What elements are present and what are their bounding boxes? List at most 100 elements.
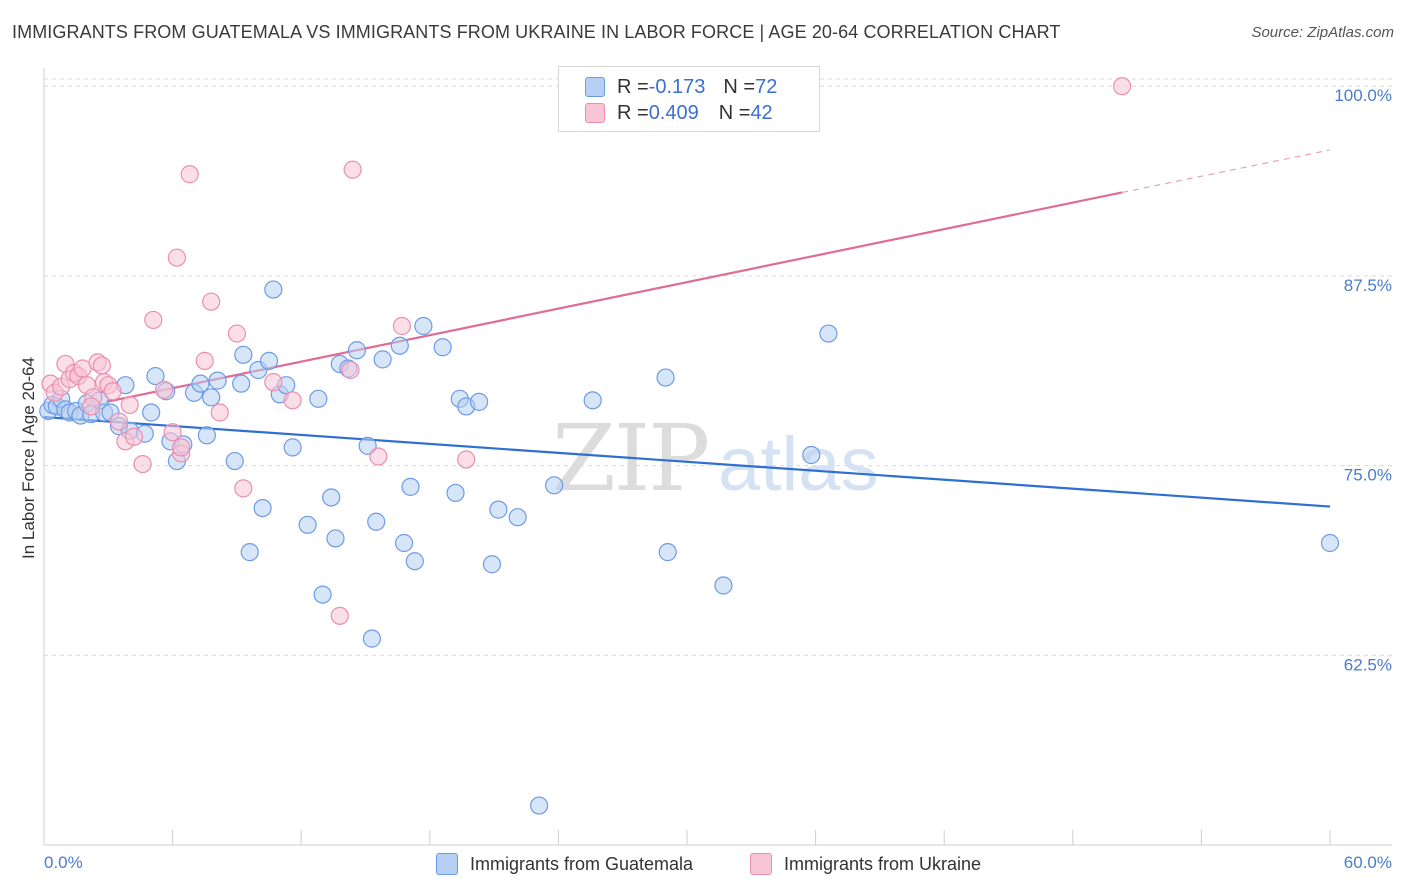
ukraine-n-label: N =	[718, 101, 751, 124]
guatemala-point	[802, 445, 821, 465]
guatemala-point	[373, 350, 392, 369]
guatemala-point	[232, 374, 251, 393]
guatemala-n-label: N =	[723, 75, 756, 98]
y-tick-label: 100.0%	[1334, 86, 1392, 105]
guatemala-point	[234, 345, 253, 364]
y-tick-label: 75.0%	[1344, 466, 1392, 485]
ukraine-legend-label: Immigrants from Ukraine	[784, 853, 982, 874]
guatemala-point	[191, 374, 210, 393]
guatemala-point	[433, 338, 452, 357]
ukraine-point	[195, 351, 214, 370]
x-tick-label-max: 60.0%	[1344, 853, 1392, 872]
guatemala-point	[225, 451, 244, 471]
guatemala-point	[508, 508, 527, 527]
guatemala-point	[142, 403, 161, 422]
guatemala-point	[530, 796, 549, 815]
ukraine-point	[202, 292, 221, 311]
ukraine-point	[330, 606, 349, 625]
x-tick-labels: 0.0% 60.0%	[44, 853, 1392, 872]
y-tick-label: 87.5%	[1344, 276, 1392, 295]
guatemala-point	[414, 316, 433, 336]
guatemala-point	[240, 543, 259, 562]
guatemala-point	[446, 483, 465, 503]
ukraine-r-value: 0.409	[648, 101, 699, 124]
stats-legend: R = -0.173 N = 72 R = 0.409 N = 42	[558, 66, 820, 132]
guatemala-point	[394, 533, 414, 553]
ukraine-point	[133, 454, 152, 474]
guatemala-point	[309, 389, 328, 408]
ukraine-point	[180, 165, 199, 184]
guatemala-point	[405, 552, 424, 571]
guatemala-legend-swatch	[436, 853, 458, 875]
data-points	[39, 77, 1340, 815]
guatemala-r-label: R =	[617, 75, 649, 98]
ukraine-point	[227, 324, 246, 343]
ukraine-swatch	[585, 103, 605, 123]
ukraine-legend-swatch	[750, 853, 772, 875]
guatemala-point	[283, 438, 302, 457]
guatemala-point	[313, 585, 332, 604]
ukraine-trend-extension	[1121, 149, 1331, 194]
guatemala-point	[259, 351, 279, 370]
watermark: ZIP atlas	[552, 405, 879, 512]
guatemala-point	[253, 498, 272, 518]
watermark-atlas: atlas	[718, 422, 879, 507]
guatemala-point	[264, 280, 283, 299]
legend-row-ukraine: R = 0.409 N = 42	[585, 100, 773, 126]
guatemala-point	[583, 391, 602, 410]
x-tick-label-min: 0.0%	[44, 853, 83, 872]
series-legend-ukraine: Immigrants from Ukraine	[750, 850, 981, 878]
guatemala-point	[197, 426, 216, 445]
ukraine-point	[154, 380, 174, 399]
guatemala-point	[489, 500, 508, 519]
guatemala-point	[322, 488, 341, 507]
guatemala-point	[469, 392, 489, 411]
source-credit: Source: ZipAtlas.com	[1251, 24, 1394, 41]
ukraine-point	[343, 160, 362, 179]
guatemala-point	[482, 555, 502, 574]
guatemala-point	[146, 366, 165, 386]
guatemala-point	[545, 476, 564, 495]
series-legend-guatemala: Immigrants from Guatemala	[436, 850, 693, 878]
guatemala-point	[401, 477, 420, 496]
ukraine-point	[167, 248, 186, 267]
guatemala-point	[656, 368, 675, 387]
guatemala-point	[326, 529, 345, 548]
ukraine-n-value: 42	[750, 101, 773, 124]
guatemala-r-value: -0.173	[648, 75, 706, 98]
ukraine-point	[369, 447, 388, 466]
ukraine-point	[234, 479, 253, 498]
guatemala-point	[298, 515, 317, 534]
ukraine-r-label: R =	[617, 101, 649, 124]
ukraine-point	[1112, 77, 1132, 96]
grid-lines	[44, 78, 1392, 656]
guatemala-swatch	[585, 77, 605, 97]
guatemala-trend-line	[43, 415, 1331, 508]
ukraine-point	[392, 316, 412, 336]
ukraine-point	[82, 397, 101, 416]
guatemala-point	[819, 324, 838, 343]
ukraine-point	[92, 356, 111, 375]
ukraine-point	[124, 427, 144, 446]
guatemala-point	[1320, 533, 1340, 553]
legend-row-guatemala: R = -0.173 N = 72	[585, 74, 777, 100]
guatemala-legend-label: Immigrants from Guatemala	[470, 853, 694, 874]
ukraine-point	[109, 412, 129, 431]
y-tick-labels: 62.5% 75.0% 87.5% 100.0%	[1334, 86, 1392, 674]
guatemala-point	[714, 576, 733, 595]
ukraine-point	[103, 382, 122, 401]
ukraine-point	[144, 310, 163, 330]
y-axis-label: In Labor Force | Age 20-64	[19, 357, 38, 559]
axes	[43, 68, 1392, 846]
guatemala-point	[390, 336, 409, 355]
guatemala-point	[202, 388, 221, 407]
guatemala-point	[658, 543, 677, 562]
ukraine-point	[210, 403, 229, 422]
ukraine-point	[457, 450, 476, 469]
guatemala-point	[347, 341, 367, 360]
ukraine-point	[120, 395, 139, 415]
ukraine-point	[341, 360, 360, 380]
guatemala-point	[362, 629, 382, 648]
guatemala-point	[208, 371, 227, 390]
